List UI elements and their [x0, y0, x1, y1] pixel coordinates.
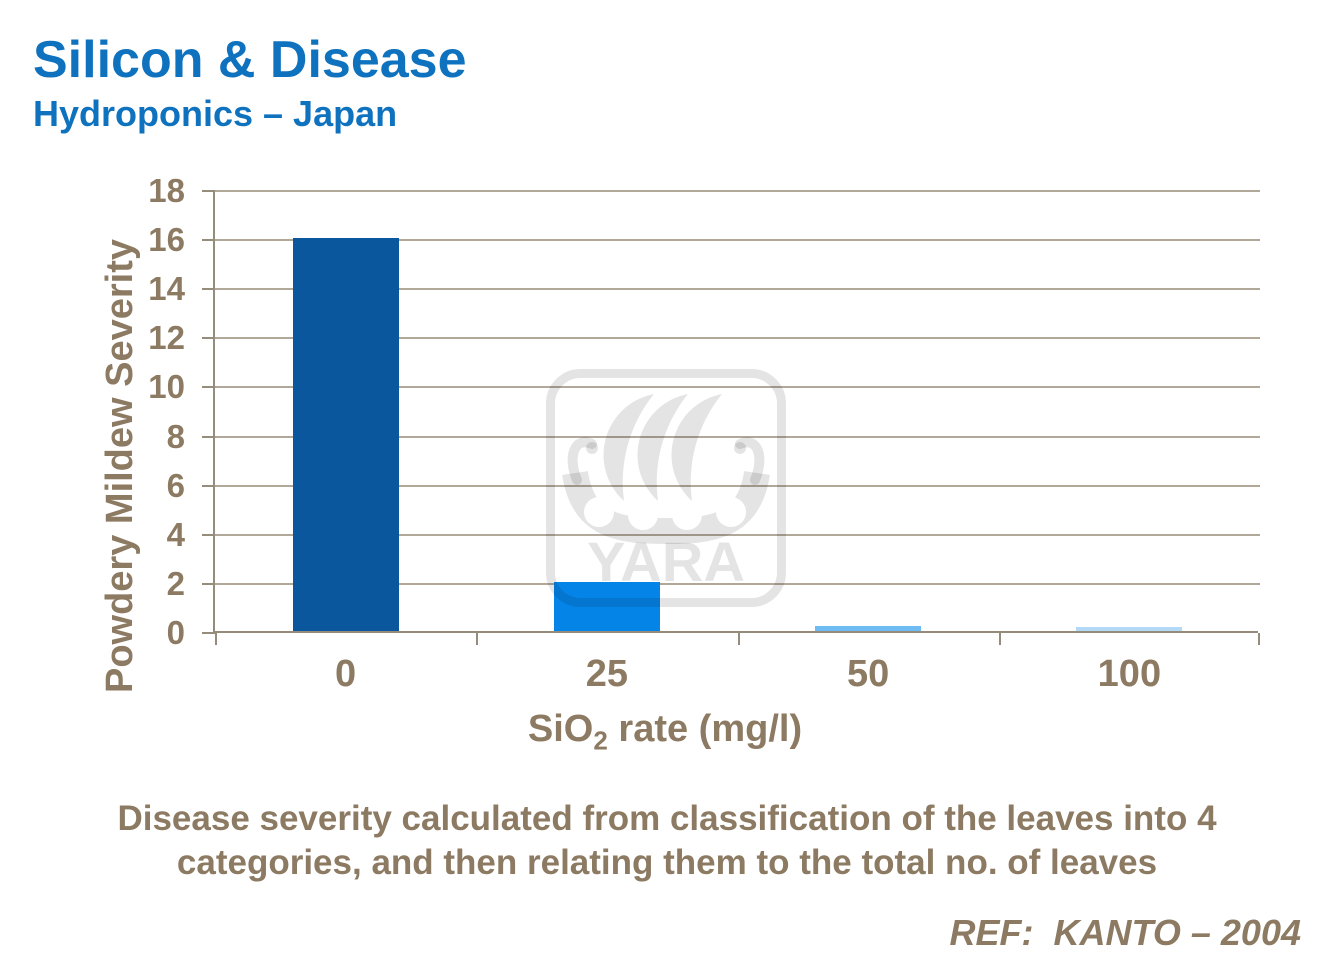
y-axis-tick: [202, 239, 215, 242]
gridline: [215, 190, 1260, 192]
gridline: [215, 288, 1260, 291]
x-tick-label: 0: [335, 653, 357, 695]
gridline: [215, 484, 1260, 487]
x-axis-tick: [1258, 633, 1260, 645]
x-axis-tick: [998, 633, 1001, 645]
gridline: [215, 533, 1260, 536]
gridline: [215, 239, 1260, 242]
x-axis-tick: [476, 633, 479, 645]
reference-citation: REF: KANTO – 2004: [949, 912, 1301, 953]
caption-line-2: categories, and then relating them to th…: [176, 843, 1158, 882]
bar-0: [292, 238, 399, 631]
y-axis-tick: [202, 582, 215, 585]
plot-area: Powdery Mildew Severity SiO2 rate (mg/l)…: [99, 172, 1260, 756]
y-tick-label: 2: [166, 564, 185, 602]
page-title: Silicon & Disease: [33, 31, 467, 89]
y-tick-label: 12: [148, 319, 185, 357]
y-tick-label: 4: [166, 515, 185, 553]
bar-100: [1076, 627, 1183, 631]
y-axis-tick: [202, 484, 215, 487]
y-tick-label: 6: [166, 466, 185, 504]
gridline: [215, 386, 1260, 389]
y-axis-tick: [202, 190, 215, 192]
x-tick-label: 50: [846, 653, 890, 695]
gridline: [215, 337, 1260, 340]
y-axis-tick: [202, 337, 215, 340]
x-tick-label: 100: [1097, 653, 1162, 695]
y-axis-tick: [202, 533, 215, 536]
x-axis-title-suffix: rate (mg/l): [607, 708, 803, 750]
x-axis-title: SiO2 rate (mg/l): [465, 708, 865, 757]
x-axis-tick: [737, 633, 740, 645]
bar-25: [553, 581, 660, 631]
y-tick-label: 8: [166, 417, 185, 455]
x-axis-tick: [215, 633, 217, 645]
gridline: [215, 435, 1260, 438]
y-axis-tick: [202, 288, 215, 291]
x-axis-title-text: SiO: [527, 708, 594, 750]
y-tick-label: 0: [166, 614, 185, 651]
y-axis-tick: [202, 632, 215, 634]
y-axis-tick: [202, 435, 215, 438]
x-axis-title-subscript: 2: [593, 725, 608, 756]
y-tick-label: 18: [148, 172, 185, 209]
bar-50: [815, 626, 922, 631]
x-tick-label: 25: [585, 653, 629, 695]
gridline: [215, 582, 1260, 585]
page-subtitle: Hydroponics – Japan: [33, 93, 398, 134]
y-tick-label: 14: [148, 270, 185, 308]
y-tick-label: 16: [148, 221, 185, 259]
y-axis-tick: [202, 386, 215, 389]
y-tick-label: 10: [148, 368, 185, 406]
caption-line-1: Disease severity calculated from classif…: [117, 799, 1217, 838]
chart-caption: Disease severity calculated from classif…: [40, 797, 1294, 885]
